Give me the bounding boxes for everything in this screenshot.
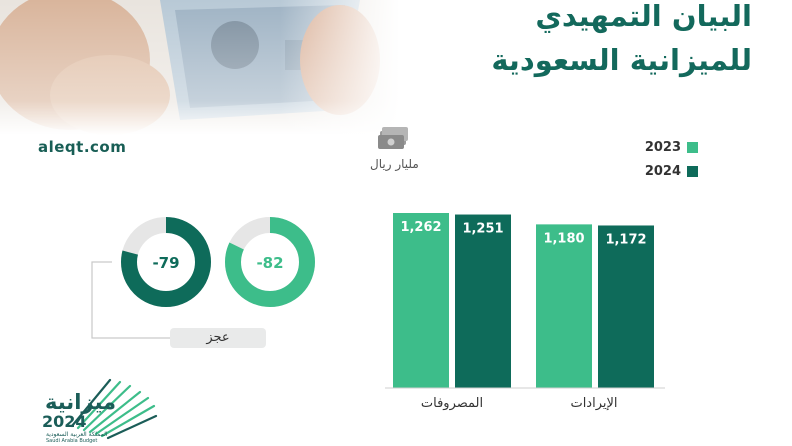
logo-subtitle-ar: المملكة العربية السعودية bbox=[46, 431, 108, 438]
category-label-revenues: الإيرادات bbox=[570, 396, 618, 411]
legend-swatch bbox=[687, 142, 698, 153]
bar-2023-1 bbox=[536, 224, 592, 388]
donut-arc-2023 bbox=[225, 217, 315, 307]
title-line-1: البيان التمهيدي bbox=[535, 0, 752, 33]
bar-2024-0 bbox=[455, 214, 511, 388]
money-stack-icon bbox=[376, 121, 410, 155]
connector-line bbox=[91, 261, 170, 339]
logo-subtitle-en: Saudi Arabia Budget bbox=[46, 438, 98, 444]
site-url: aleqt.com bbox=[38, 138, 127, 156]
category-label-expenses: المصروفات bbox=[420, 396, 484, 411]
bar-value-label: 1,180 bbox=[543, 231, 584, 246]
bar-2023-0 bbox=[393, 213, 449, 388]
bar-value-label: 1,172 bbox=[605, 232, 646, 247]
legend-label: 2024 bbox=[644, 164, 681, 179]
budget-logo bbox=[30, 372, 160, 442]
legend-item-2023: 2023 bbox=[645, 140, 698, 155]
legend-swatch bbox=[687, 166, 698, 177]
legend-label: 2023 bbox=[644, 140, 681, 155]
legend-item-2024: 2024 bbox=[645, 164, 698, 179]
logo-year: 2024 bbox=[42, 412, 87, 431]
bar-value-label: 1,262 bbox=[400, 220, 441, 235]
donut-value-label: -82 bbox=[256, 254, 283, 272]
deficit-label: عجز bbox=[170, 328, 266, 348]
banknote-photo bbox=[0, 0, 400, 135]
donut-arc-2024 bbox=[121, 217, 211, 307]
logo-word: ميزانية bbox=[45, 390, 117, 414]
page-title: البيان التمهيدي للميزانية السعودية bbox=[491, 0, 752, 82]
bar-2024-1 bbox=[598, 225, 654, 388]
donut-value-label: -79 bbox=[152, 254, 179, 272]
title-line-2: للميزانية السعودية bbox=[491, 43, 752, 77]
bar-value-label: 1,251 bbox=[462, 222, 503, 237]
unit-label: مليار ريال bbox=[370, 157, 419, 171]
